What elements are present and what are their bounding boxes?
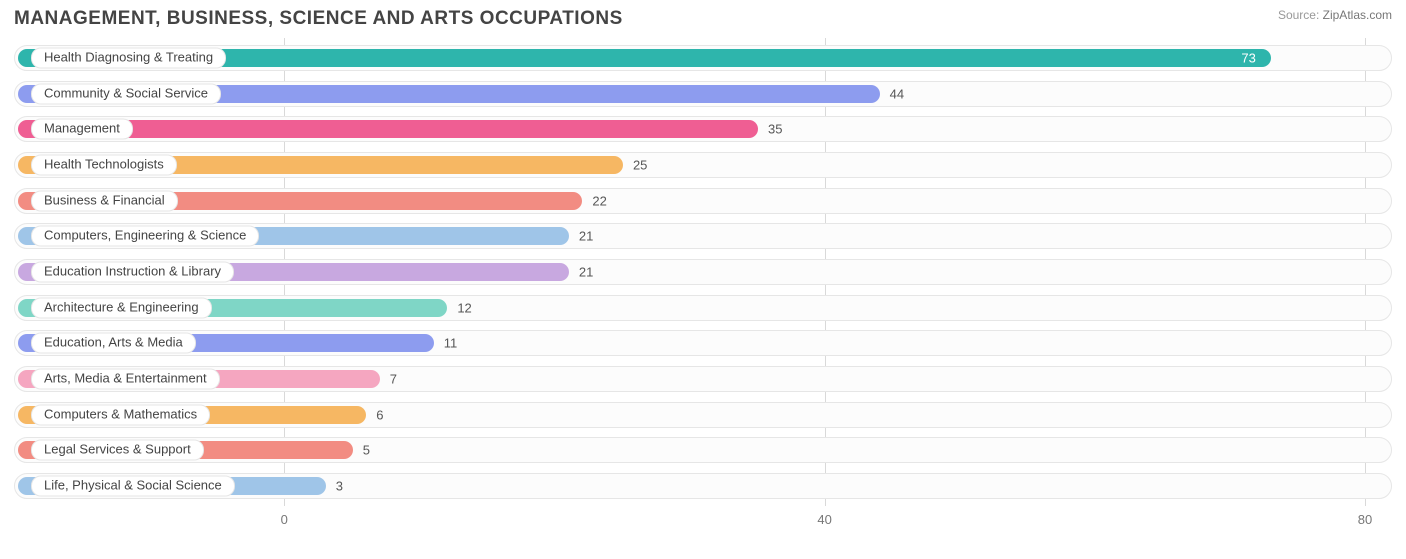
- bar-track: Education Instruction & Library 21: [14, 259, 1392, 285]
- bar-row: Computers, Engineering & Science 21: [14, 222, 1392, 250]
- chart-title: MANAGEMENT, BUSINESS, SCIENCE AND ARTS O…: [14, 8, 623, 30]
- bar-row: Education Instruction & Library 21: [14, 258, 1392, 286]
- bar-row: Life, Physical & Social Science 3: [14, 472, 1392, 500]
- bar-value: 12: [457, 300, 471, 315]
- bar-label: Legal Services & Support: [31, 440, 204, 461]
- bar-track: Community & Social Service 44: [14, 81, 1392, 107]
- chart-source: Source: ZipAtlas.com: [1278, 8, 1392, 22]
- bar-label: Health Technologists: [31, 154, 177, 175]
- chart-plot: Health Diagnosing & Treating73Community …: [14, 38, 1392, 534]
- bar-label: Business & Financial: [31, 190, 178, 211]
- bars-container: Health Diagnosing & Treating73Community …: [14, 38, 1392, 506]
- bar-value: 44: [890, 86, 904, 101]
- bar-label: Community & Social Service: [31, 83, 221, 104]
- source-name: ZipAtlas.com: [1323, 8, 1392, 22]
- bar-track: Legal Services & Support 5: [14, 437, 1392, 463]
- source-label: Source:: [1278, 8, 1319, 22]
- bar-value: 21: [579, 264, 593, 279]
- bar-label: Life, Physical & Social Science: [31, 476, 235, 497]
- bar-value: 73: [1241, 50, 1255, 65]
- bar-track: Architecture & Engineering 12: [14, 295, 1392, 321]
- bar-label: Education Instruction & Library: [31, 261, 234, 282]
- bar-track: Computers & Mathematics 6: [14, 402, 1392, 428]
- bar-value: 3: [336, 479, 343, 494]
- x-axis: 0 40 80: [14, 508, 1392, 534]
- bar-track: Computers, Engineering & Science 21: [14, 223, 1392, 249]
- bar-row: Community & Social Service 44: [14, 80, 1392, 108]
- x-tick-label: 0: [281, 512, 288, 527]
- bar-value: 25: [633, 157, 647, 172]
- bar-row: Legal Services & Support 5: [14, 436, 1392, 464]
- bar-label: Computers & Mathematics: [31, 404, 210, 425]
- bar-label: Architecture & Engineering: [31, 297, 212, 318]
- bar-track: Arts, Media & Entertainment 7: [14, 366, 1392, 392]
- x-tick-label: 80: [1358, 512, 1372, 527]
- chart-area: Health Diagnosing & Treating73Community …: [0, 32, 1406, 534]
- bar-value: 35: [768, 122, 782, 137]
- bar-label: Education, Arts & Media: [31, 333, 196, 354]
- bar-track: Management 35: [14, 116, 1392, 142]
- bar-value: 21: [579, 229, 593, 244]
- bar-track: Health Technologists 25: [14, 152, 1392, 178]
- bar-track: Health Diagnosing & Treating 73: [14, 45, 1392, 71]
- chart-header: MANAGEMENT, BUSINESS, SCIENCE AND ARTS O…: [0, 0, 1406, 32]
- bar-label: Health Diagnosing & Treating: [31, 47, 226, 68]
- bar-row: Business & Financial 22: [14, 187, 1392, 215]
- bar-value: 5: [363, 443, 370, 458]
- bar-row: Arts, Media & Entertainment 7: [14, 365, 1392, 393]
- bar-track: Business & Financial 22: [14, 188, 1392, 214]
- bar-row: Management 35: [14, 115, 1392, 143]
- bar-row: Health Diagnosing & Treating 73: [14, 44, 1392, 72]
- x-tick-label: 40: [817, 512, 831, 527]
- bar-row: Education, Arts & Media 11: [14, 329, 1392, 357]
- bar-label: Management: [31, 119, 133, 140]
- bar-row: Computers & Mathematics 6: [14, 401, 1392, 429]
- bar-label: Arts, Media & Entertainment: [31, 369, 220, 390]
- bar-row: Architecture & Engineering 12: [14, 294, 1392, 322]
- bar-value: 6: [376, 407, 383, 422]
- bar-value: 11: [444, 336, 458, 351]
- bar-value: 7: [390, 372, 397, 387]
- bar-label: Computers, Engineering & Science: [31, 226, 259, 247]
- bar-track: Life, Physical & Social Science 3: [14, 473, 1392, 499]
- bar-row: Health Technologists 25: [14, 151, 1392, 179]
- bar-track: Education, Arts & Media 11: [14, 330, 1392, 356]
- bar-value: 22: [592, 193, 606, 208]
